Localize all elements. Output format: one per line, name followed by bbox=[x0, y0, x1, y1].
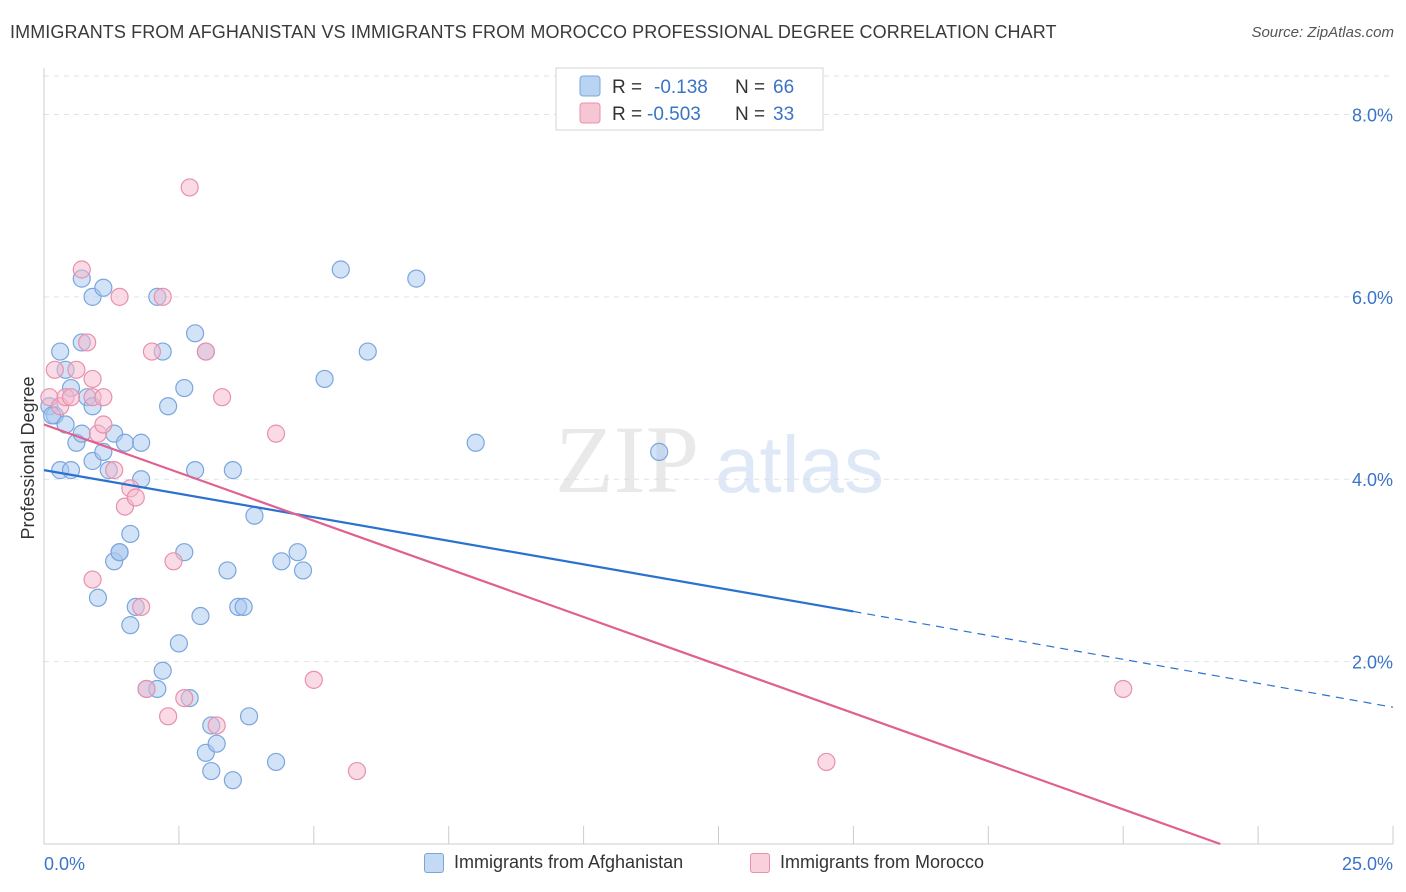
axes bbox=[43, 68, 1394, 845]
data-point-afghanistan bbox=[115, 433, 135, 452]
y-tick-label: 8.0% bbox=[1352, 105, 1393, 125]
trend-line-afghanistan-extension bbox=[853, 610, 1394, 708]
data-point-afghanistan bbox=[110, 543, 129, 562]
data-point-morocco bbox=[105, 461, 124, 480]
data-point-afghanistan bbox=[358, 342, 377, 361]
trend-line-afghanistan bbox=[43, 469, 854, 613]
legend-top: R = -0.138 N = 66 R = -0.503 N = 33 bbox=[555, 67, 824, 131]
data-point-morocco bbox=[83, 369, 102, 389]
data-point-morocco bbox=[212, 388, 232, 407]
legend-swatch-morocco bbox=[579, 102, 601, 124]
data-point-afghanistan bbox=[239, 707, 259, 726]
source-label: Source: ZipAtlas.com bbox=[1251, 24, 1394, 41]
data-point-morocco bbox=[132, 597, 151, 617]
series-morocco-points bbox=[40, 178, 1133, 781]
data-point-morocco bbox=[78, 333, 97, 352]
data-point-morocco bbox=[304, 670, 323, 689]
data-point-morocco bbox=[1114, 679, 1133, 699]
data-point-morocco bbox=[196, 342, 215, 361]
legend-item-morocco: Immigrants from Morocco bbox=[750, 852, 984, 873]
data-point-afghanistan bbox=[466, 433, 485, 452]
data-point-morocco bbox=[817, 752, 836, 772]
legend-n-value-2: 33 bbox=[773, 104, 794, 125]
data-point-afghanistan bbox=[121, 616, 140, 635]
data-point-morocco bbox=[175, 688, 194, 708]
legend-r-label-2: R = bbox=[612, 104, 642, 125]
data-point-morocco bbox=[110, 287, 129, 306]
data-point-afghanistan bbox=[132, 433, 151, 452]
data-point-morocco bbox=[159, 707, 178, 726]
data-point-afghanistan bbox=[288, 543, 307, 562]
data-point-morocco bbox=[266, 424, 286, 443]
data-point-morocco bbox=[61, 388, 81, 407]
legend-item-afghanistan: Immigrants from Afghanistan bbox=[424, 852, 683, 873]
data-point-afghanistan bbox=[185, 324, 205, 343]
data-point-afghanistan bbox=[650, 442, 669, 461]
data-point-afghanistan bbox=[175, 378, 194, 398]
data-point-afghanistan bbox=[191, 606, 210, 626]
legend-n-label-2: N = bbox=[735, 104, 765, 125]
legend-r-value-2: -0.503 bbox=[647, 104, 701, 125]
legend-bottom: Immigrants from Afghanistan Immigrants f… bbox=[0, 850, 1406, 880]
chart-title: IMMIGRANTS FROM AFGHANISTAN VS IMMIGRANT… bbox=[10, 22, 1057, 42]
data-point-morocco bbox=[164, 552, 183, 571]
data-point-afghanistan bbox=[223, 461, 242, 480]
data-point-morocco bbox=[347, 761, 367, 781]
data-point-morocco bbox=[126, 488, 145, 507]
data-point-morocco bbox=[45, 360, 64, 379]
data-point-afghanistan bbox=[315, 369, 334, 389]
data-point-afghanistan bbox=[293, 561, 313, 580]
legend-r-label-1: R = bbox=[612, 77, 642, 98]
y-tick-labels: 2.0% 4.0% 6.0% 8.0% bbox=[1352, 105, 1393, 672]
legend-swatch-morocco-bottom bbox=[750, 852, 770, 873]
watermark-atlas: atlas bbox=[715, 420, 884, 509]
x-tick-min: 0.0% bbox=[44, 854, 85, 874]
data-point-afghanistan bbox=[121, 524, 140, 544]
data-point-afghanistan bbox=[407, 269, 426, 288]
data-point-afghanistan bbox=[272, 552, 291, 571]
data-point-afghanistan bbox=[153, 661, 172, 680]
legend-swatch-afghanistan-bottom bbox=[424, 852, 444, 873]
legend-label-morocco: Immigrants from Morocco bbox=[780, 852, 985, 872]
legend-n-value-1: 66 bbox=[773, 77, 794, 98]
trend-lines bbox=[43, 423, 1394, 846]
watermark-zip: ZIP bbox=[555, 406, 699, 513]
data-point-morocco bbox=[153, 287, 172, 306]
data-point-morocco bbox=[94, 415, 113, 434]
x-tick-max: 25.0% bbox=[1342, 854, 1393, 874]
legend-r-value-1: -0.138 bbox=[654, 77, 708, 98]
trend-line-morocco bbox=[43, 423, 1221, 846]
data-point-morocco bbox=[72, 260, 91, 279]
grid-lines bbox=[44, 75, 1393, 663]
data-point-afghanistan bbox=[207, 734, 226, 753]
data-point-afghanistan bbox=[218, 561, 237, 580]
data-point-morocco bbox=[67, 360, 86, 379]
data-point-morocco bbox=[180, 178, 199, 197]
data-point-morocco bbox=[83, 570, 102, 589]
data-point-morocco bbox=[137, 679, 156, 699]
data-point-afghanistan bbox=[159, 397, 178, 416]
legend-swatch-afghanistan bbox=[579, 75, 601, 97]
data-point-afghanistan bbox=[94, 278, 113, 297]
data-point-morocco bbox=[142, 342, 162, 361]
legend-n-label-1: N = bbox=[735, 77, 765, 98]
y-axis-label: Professional Degree bbox=[18, 376, 38, 539]
data-point-afghanistan bbox=[234, 597, 253, 617]
y-tick-label: 4.0% bbox=[1352, 470, 1393, 490]
data-point-afghanistan bbox=[51, 342, 70, 361]
data-point-afghanistan bbox=[88, 588, 108, 607]
legend-label-afghanistan: Immigrants from Afghanistan bbox=[454, 852, 684, 872]
data-point-morocco bbox=[94, 388, 113, 407]
watermark: ZIP atlas bbox=[555, 406, 884, 513]
y-tick-label: 2.0% bbox=[1352, 653, 1393, 673]
y-tick-label: 6.0% bbox=[1352, 288, 1393, 308]
data-point-afghanistan bbox=[266, 752, 286, 772]
data-point-afghanistan bbox=[169, 634, 188, 653]
data-point-afghanistan bbox=[223, 771, 242, 790]
data-point-morocco bbox=[207, 716, 226, 735]
data-point-afghanistan bbox=[202, 761, 221, 781]
data-point-afghanistan bbox=[331, 260, 350, 279]
data-point-afghanistan bbox=[245, 506, 264, 525]
